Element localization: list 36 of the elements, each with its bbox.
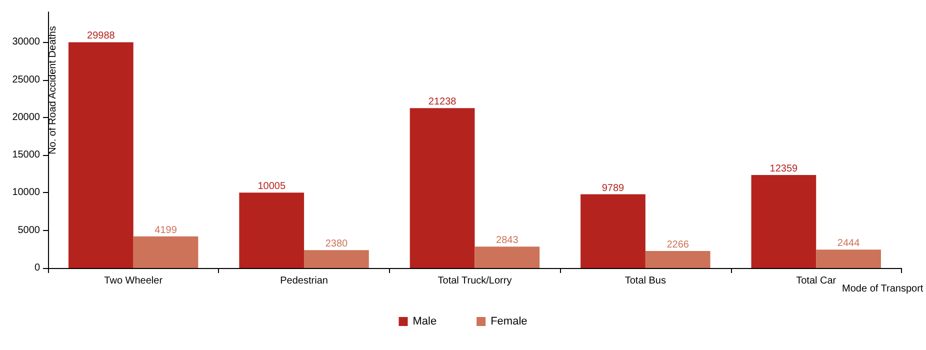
y-tick-label: 30000 [12, 36, 40, 48]
data-label: 12359 [770, 163, 798, 174]
bar [580, 194, 646, 268]
data-label: 10005 [258, 181, 286, 192]
bar [239, 192, 304, 268]
x-tick-label: Total Car [796, 276, 837, 286]
y-tick-label: 5000 [18, 224, 40, 236]
bar [751, 174, 816, 268]
x-tick-label: Total Bus [624, 276, 666, 286]
x-tick-label: Two Wheeler [104, 276, 164, 286]
data-label: 9789 [602, 182, 625, 194]
bar [133, 236, 198, 268]
data-label: 4199 [154, 224, 178, 236]
data-label: 2380 [325, 238, 348, 250]
x-tick-label: Total Truck/Lorry [438, 276, 512, 286]
x-axis-title: Mode of Transport [842, 284, 924, 294]
y-tick-label: 20000 [12, 112, 40, 123]
y-tick-label: 15000 [12, 150, 40, 161]
data-label: 29988 [87, 30, 116, 42]
bar [410, 108, 475, 268]
x-tick-label: Pedestrian [280, 276, 328, 286]
y-tick-label: 25000 [12, 74, 40, 86]
data-label: 2266 [666, 239, 690, 250]
data-label: 2444 [837, 238, 860, 250]
legend-label: Female [490, 316, 528, 328]
bar [816, 250, 881, 268]
bar [645, 250, 710, 268]
y-tick-label: 0 [34, 262, 40, 274]
bar [68, 42, 134, 268]
y-axis-title: No. of Road Accident Deaths [48, 26, 58, 154]
data-label: 2843 [496, 235, 519, 246]
bar [304, 250, 369, 268]
legend-label: Male [412, 316, 437, 328]
data-label: 21238 [428, 96, 457, 108]
bar [474, 246, 540, 268]
y-tick-label: 10000 [12, 187, 40, 198]
